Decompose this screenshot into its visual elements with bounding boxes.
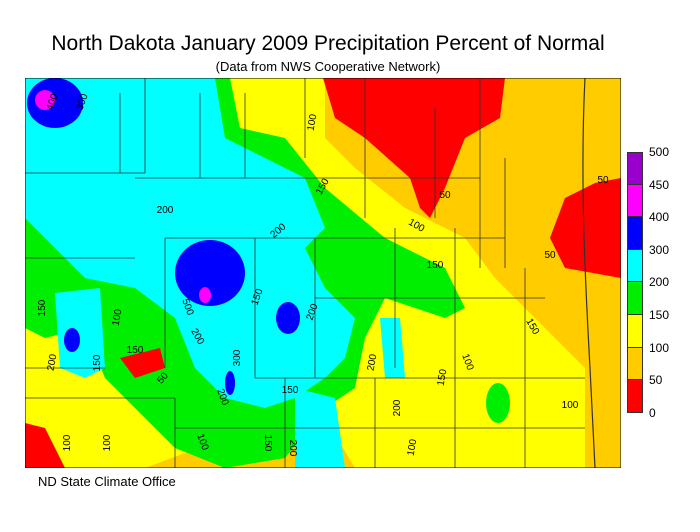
contour-label: 200 (157, 205, 174, 216)
contour-label: 100 (102, 434, 113, 451)
map-subtitle: (Data from NWS Cooperative Network) (215, 59, 441, 74)
legend-tick-label: 450 (649, 177, 670, 192)
contour-label: 150 (282, 385, 299, 396)
region-300-400 (276, 302, 300, 334)
contour-label: 200 (366, 353, 380, 372)
region-0-50 (25, 423, 65, 468)
region-400-450 (199, 287, 211, 303)
contour-label: 100 (111, 308, 125, 327)
legend-swatch (627, 347, 643, 381)
region-100-150 (235, 78, 310, 138)
map-title: North Dakota January 2009 Precipitation … (51, 32, 605, 55)
region-200-300 (55, 288, 105, 378)
region-0-50 (323, 78, 505, 218)
legend-tick-label: 500 (649, 145, 670, 159)
legend-tick-label: 50 (649, 373, 663, 388)
contour-label: 50 (544, 250, 556, 261)
region-400-450 (35, 90, 55, 110)
legend-tick-label: 200 (649, 275, 670, 290)
region-300-400 (225, 371, 235, 395)
contour-label: 150 (92, 354, 103, 371)
contour-label: 100 (62, 434, 73, 451)
contour-label: 200 (392, 399, 403, 416)
contour-label: 150 (37, 299, 48, 316)
region-300-400 (64, 328, 80, 352)
legend-tick-label: 150 (649, 308, 670, 322)
contour-label: 50 (597, 175, 609, 186)
legend-swatch (627, 184, 643, 218)
legend-swatch (627, 314, 643, 348)
region-300-400 (27, 78, 83, 128)
legend-swatch (627, 380, 643, 413)
contour-label: 200 (287, 440, 298, 457)
legend-swatch (627, 282, 643, 315)
legend-swatch (627, 217, 643, 250)
contour-label: 100 (406, 438, 420, 457)
region-0-50 (120, 348, 165, 378)
region-200-300 (25, 78, 355, 408)
legend-tick-label: 0 (649, 405, 656, 420)
contour-label: 300 (232, 349, 243, 366)
contour-label: 100 (562, 400, 579, 411)
contour-label: 150 (262, 435, 273, 452)
region-0-50 (550, 178, 621, 278)
footer-credit: ND State Climate Office (38, 474, 176, 489)
legend-tick-label: 400 (649, 210, 670, 225)
contour-label: 100 (306, 113, 320, 132)
region-300-400 (175, 240, 245, 306)
legend-swatch (627, 249, 643, 283)
contour-label: 50 (439, 190, 451, 201)
color-legend (627, 152, 643, 413)
legend-swatch (627, 152, 643, 185)
contour-label: 150 (427, 260, 444, 271)
contour-label: 150 (436, 368, 450, 387)
legend-tick-label: 100 (649, 340, 670, 355)
region-150-200 (486, 383, 510, 423)
county-boundaries (25, 78, 596, 468)
legend-tick-label: 300 (649, 242, 670, 257)
contour-label: 150 (127, 345, 144, 356)
contour-label: 200 (46, 353, 60, 372)
region-200-300 (380, 318, 405, 378)
